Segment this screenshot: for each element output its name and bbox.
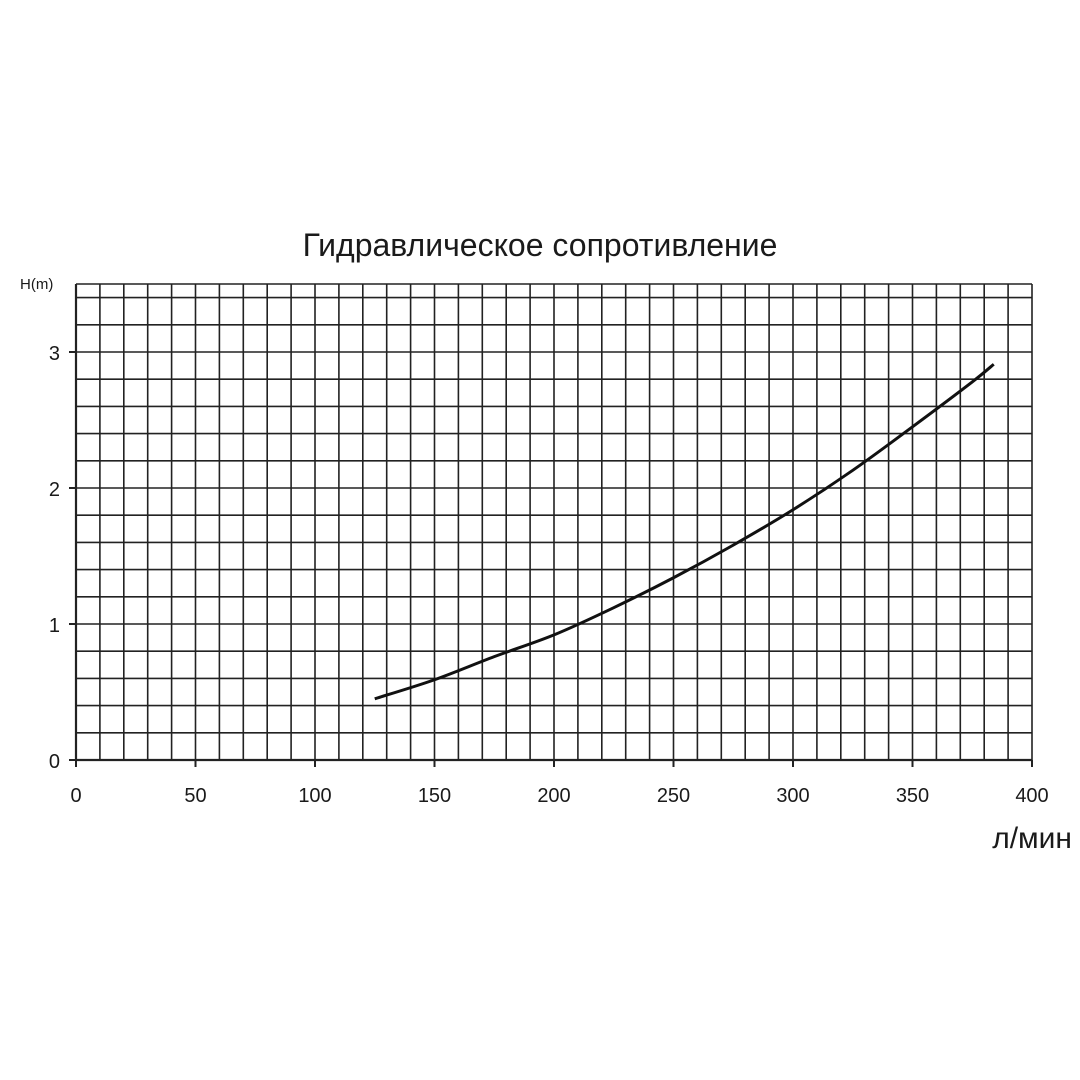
x-tick-label: 50 (184, 785, 206, 807)
series (374, 363, 995, 701)
x-tick-label: 300 (776, 785, 809, 807)
x-axis-label: л/мин (992, 822, 1072, 855)
x-tick-label: 0 (70, 785, 81, 807)
ticks: 0 50 100 150 200 250 300 350 400 0 1 2 3 (49, 343, 1049, 807)
x-tick-label: 200 (537, 785, 570, 807)
grid (74, 283, 1033, 762)
y-tick-label: 2 (49, 479, 60, 501)
y-tick-label: 0 (49, 751, 60, 773)
chart-title: Гидравлическое сопротивление (303, 227, 778, 263)
resistance-curve (374, 363, 995, 701)
x-tick-label: 350 (896, 785, 929, 807)
y-tick-label: 3 (49, 343, 60, 365)
x-tick-label: 100 (298, 785, 331, 807)
y-tick-label: 1 (49, 615, 60, 637)
x-tick-label: 250 (657, 785, 690, 807)
y-axis-label: H(m) (20, 276, 53, 293)
x-tick-label: 400 (1015, 785, 1048, 807)
x-tick-label: 150 (418, 785, 451, 807)
